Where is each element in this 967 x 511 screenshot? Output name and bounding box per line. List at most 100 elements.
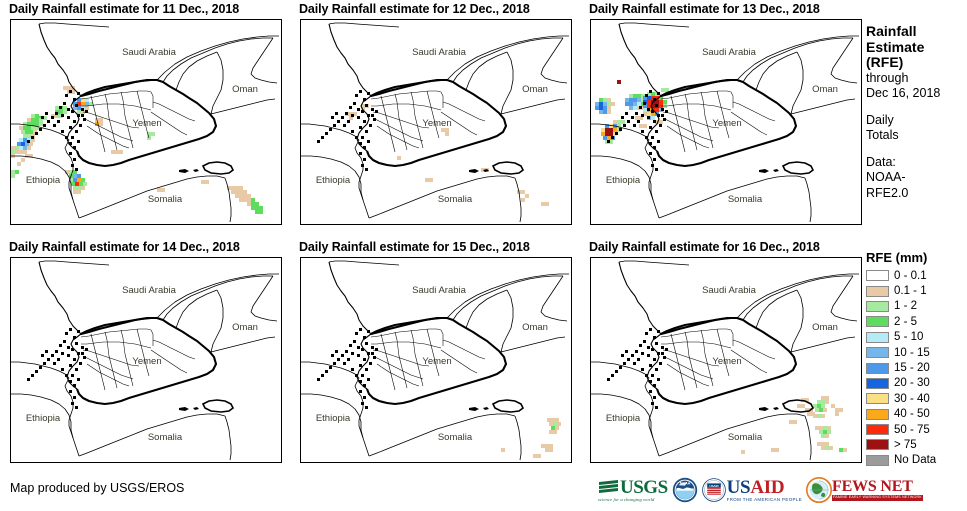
legend-swatch xyxy=(866,454,889,466)
rfe-legend: RFE (mm) 0 - 0.1 0.1 - 1 1 - 2 2 - 5 5 - 10 1… xyxy=(866,250,967,468)
legend-item: 40 - 50 xyxy=(866,407,967,422)
svg-text:Oman: Oman xyxy=(522,84,548,95)
legend-item: 30 - 40 xyxy=(866,391,967,406)
svg-text:Oman: Oman xyxy=(812,322,838,333)
map-panel: Daily Rainfall estimate for 16 Dec., 201… xyxy=(583,240,866,465)
panel-title: Daily Rainfall estimate for 14 Dec., 201… xyxy=(9,240,240,254)
map-panel: Daily Rainfall estimate for 11 Dec., 201… xyxy=(3,2,286,227)
map-panel: Daily Rainfall estimate for 12 Dec., 201… xyxy=(293,2,576,227)
legend-item: 50 - 75 xyxy=(866,422,967,437)
spacer-2 xyxy=(866,144,967,155)
svg-text:Somalia: Somalia xyxy=(438,432,473,443)
usaid-aid: AID xyxy=(750,476,785,498)
map-panel: Daily Rainfall estimate for 15 Dec., 201… xyxy=(293,240,576,465)
panel-title: Daily Rainfall estimate for 15 Dec., 201… xyxy=(299,240,530,254)
svg-text:Oman: Oman xyxy=(232,322,258,333)
usgs-logo: USGS science for a changing world xyxy=(598,475,668,505)
legend-item: 2 - 5 xyxy=(866,314,967,329)
svg-text:Somalia: Somalia xyxy=(728,432,763,443)
panel-title: Daily Rainfall estimate for 13 Dec., 201… xyxy=(589,2,820,16)
rfe-through-date: Dec 16, 2018 xyxy=(866,86,941,100)
rfe-title-line2: Estimate xyxy=(866,38,925,55)
svg-text:Somalia: Somalia xyxy=(728,194,763,205)
legend-swatch xyxy=(866,362,889,374)
rfe-daily-label: Daily xyxy=(866,112,894,127)
map-panel: Daily Rainfall estimate for 13 Dec., 201… xyxy=(583,2,866,227)
legend-label: 10 - 15 xyxy=(894,346,930,359)
legend-label: 1 - 2 xyxy=(894,300,918,313)
rfe-source-line2: RFE2.0 xyxy=(866,185,909,200)
svg-text:Ethiopia: Ethiopia xyxy=(316,413,351,424)
svg-text:Saudi Arabia: Saudi Arabia xyxy=(412,47,467,58)
legend-swatch xyxy=(866,300,889,312)
legend-rows: 0 - 0.1 0.1 - 1 1 - 2 2 - 5 5 - 10 10 - 15 15 … xyxy=(866,268,967,468)
usgs-wave-icon xyxy=(599,479,618,493)
logo-strip: USGS science for a changing world NOAA U… xyxy=(598,474,927,506)
rfe-totals-label: Totals xyxy=(866,128,899,142)
svg-text:Yemen: Yemen xyxy=(132,356,161,367)
legend-swatch xyxy=(866,270,889,282)
legend-item: 10 - 15 xyxy=(866,345,967,360)
svg-text:Somalia: Somalia xyxy=(438,194,473,205)
map-canvas: Saudi Arabia Oman Yemen Ethiopia Somalia xyxy=(300,257,572,463)
legend-item: 0 - 0.1 xyxy=(866,268,967,283)
legend-label: 15 - 20 xyxy=(894,362,930,375)
svg-text:Ethiopia: Ethiopia xyxy=(606,413,641,424)
fewsnet-tagline: FAMINE EARLY WARNING SYSTEMS NETWORK xyxy=(832,495,923,501)
rfe-data-label: Data: xyxy=(866,154,896,169)
legend-item: > 75 xyxy=(866,437,967,452)
rfe-title-line3: (RFE) xyxy=(866,54,904,70)
usaid-logo: USAID USAID FROM THE AMERICAN PEOPLE xyxy=(701,475,803,505)
svg-text:Saudi Arabia: Saudi Arabia xyxy=(122,285,177,296)
svg-text:Yemen: Yemen xyxy=(422,118,451,129)
legend-label: 50 - 75 xyxy=(894,423,930,436)
rfe-title-line1: Rainfall xyxy=(866,23,917,39)
svg-text:Yemen: Yemen xyxy=(132,118,161,129)
usgs-wordmark: USGS xyxy=(620,476,668,498)
svg-text:Somalia: Somalia xyxy=(148,432,183,443)
legend-item: No Data xyxy=(866,453,967,468)
panel-title: Daily Rainfall estimate for 16 Dec., 201… xyxy=(589,240,820,254)
usaid-seal-icon: USAID xyxy=(701,478,726,502)
map-canvas: Saudi Arabia Oman Yemen Ethiopia Somalia xyxy=(10,19,282,225)
panel-title: Daily Rainfall estimate for 11 Dec., 201… xyxy=(9,2,240,16)
legend-item: 20 - 30 xyxy=(866,376,967,391)
map-canvas: Saudi Arabia Oman Yemen Ethiopia Somalia xyxy=(300,19,572,225)
legend-label: 30 - 40 xyxy=(894,392,930,405)
legend-swatch xyxy=(866,439,889,451)
svg-text:Saudi Arabia: Saudi Arabia xyxy=(412,285,467,296)
legend-swatch xyxy=(866,424,889,436)
legend-item: 1 - 2 xyxy=(866,299,967,314)
rfe-header-block: Rainfall Estimate (RFE) through Dec 16, … xyxy=(866,23,967,201)
svg-text:Ethiopia: Ethiopia xyxy=(26,175,61,186)
legend-title: RFE (mm) xyxy=(866,250,928,265)
noaa-seal-icon: NOAA xyxy=(672,477,697,503)
legend-swatch xyxy=(866,331,889,343)
legend-label: 20 - 30 xyxy=(894,377,930,390)
usaid-wordmark: USAID xyxy=(727,478,802,497)
map-canvas: Saudi Arabia Oman Yemen Ethiopia Somalia xyxy=(10,257,282,463)
legend-label: 40 - 50 xyxy=(894,408,930,421)
svg-text:NOAA: NOAA xyxy=(679,482,690,486)
svg-text:USAID: USAID xyxy=(709,484,719,488)
rfe-source-line1: NOAA- xyxy=(866,170,906,184)
svg-text:Saudi Arabia: Saudi Arabia xyxy=(122,47,177,58)
legend-item: 0.1 - 1 xyxy=(866,283,967,298)
map-credit: Map produced by USGS/EROS xyxy=(10,481,185,495)
panel-title: Daily Rainfall estimate for 12 Dec., 201… xyxy=(299,2,530,16)
map-panel-grid: Daily Rainfall estimate for 11 Dec., 201… xyxy=(3,2,866,465)
svg-text:Ethiopia: Ethiopia xyxy=(316,175,351,186)
svg-text:Oman: Oman xyxy=(522,322,548,333)
legend-label: 2 - 5 xyxy=(894,315,918,328)
svg-text:Yemen: Yemen xyxy=(712,356,741,367)
svg-text:Ethiopia: Ethiopia xyxy=(26,413,61,424)
legend-label: 5 - 10 xyxy=(894,331,924,344)
legend-swatch xyxy=(866,393,889,405)
svg-text:Yemen: Yemen xyxy=(712,118,741,129)
svg-text:Yemen: Yemen xyxy=(422,356,451,367)
legend-label: > 75 xyxy=(894,438,917,451)
svg-text:Ethiopia: Ethiopia xyxy=(606,175,641,186)
usaid-tagline: FROM THE AMERICAN PEOPLE xyxy=(726,496,803,502)
legend-swatch xyxy=(866,408,889,420)
svg-text:Somalia: Somalia xyxy=(148,194,183,205)
